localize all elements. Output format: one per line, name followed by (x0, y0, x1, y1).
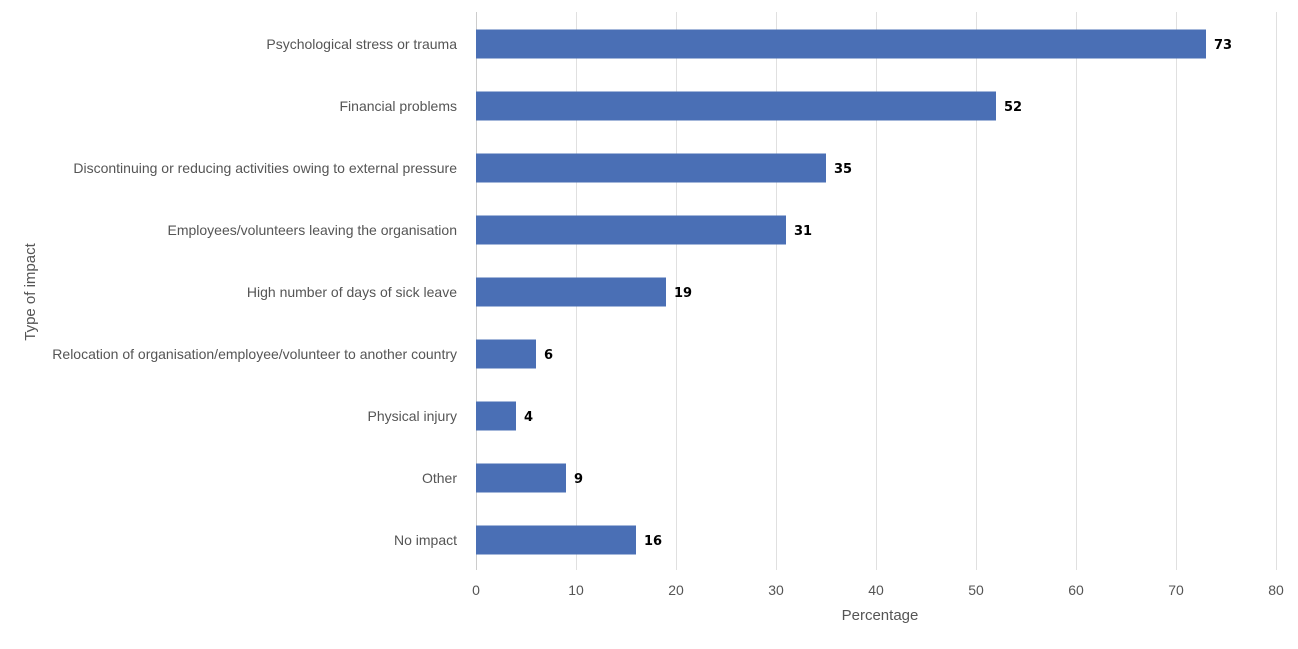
bar (476, 525, 636, 555)
value-labels: 73 52 35 31 19 6 4 9 16 (524, 38, 1232, 549)
x-tick-label: 0 (472, 582, 480, 598)
bar (476, 277, 666, 307)
bars (476, 29, 1206, 555)
category-label: Employees/volunteers leaving the organis… (167, 222, 457, 238)
bar (476, 339, 536, 369)
category-labels: Psychological stress or trauma Financial … (52, 36, 457, 548)
category-label: Discontinuing or reducing activities owi… (73, 160, 457, 176)
category-label: Financial problems (340, 98, 458, 114)
value-label: 9 (574, 472, 583, 487)
bar (476, 91, 996, 121)
category-label: High number of days of sick leave (247, 284, 457, 300)
value-label: 16 (644, 534, 662, 549)
category-label: Relocation of organisation/employee/volu… (52, 346, 457, 362)
value-label: 4 (524, 410, 533, 425)
x-tick-label: 40 (868, 582, 884, 598)
value-label: 19 (674, 286, 692, 301)
x-tick-label: 70 (1168, 582, 1184, 598)
x-tick-label: 80 (1268, 582, 1284, 598)
category-label: Other (422, 470, 457, 486)
x-tick-label: 20 (668, 582, 684, 598)
value-label: 73 (1214, 38, 1232, 53)
value-label: 6 (544, 348, 553, 363)
bar (476, 401, 516, 431)
bar (476, 29, 1206, 59)
x-tick-label: 50 (968, 582, 984, 598)
category-label: Psychological stress or trauma (266, 36, 457, 52)
x-tick-label: 30 (768, 582, 784, 598)
x-axis-title: Percentage (842, 607, 919, 624)
y-axis-title: Type of impact (22, 242, 39, 340)
category-label: Physical injury (368, 408, 457, 424)
bar (476, 153, 826, 183)
bar (476, 215, 786, 245)
value-label: 35 (834, 162, 852, 177)
x-tick-label: 60 (1068, 582, 1084, 598)
category-label: No impact (394, 532, 457, 548)
bar (476, 463, 566, 493)
x-tick-label: 10 (568, 582, 584, 598)
value-label: 31 (794, 224, 812, 239)
value-label: 52 (1004, 100, 1022, 115)
x-tick-labels: 0 10 20 30 40 50 60 70 80 (472, 582, 1284, 598)
